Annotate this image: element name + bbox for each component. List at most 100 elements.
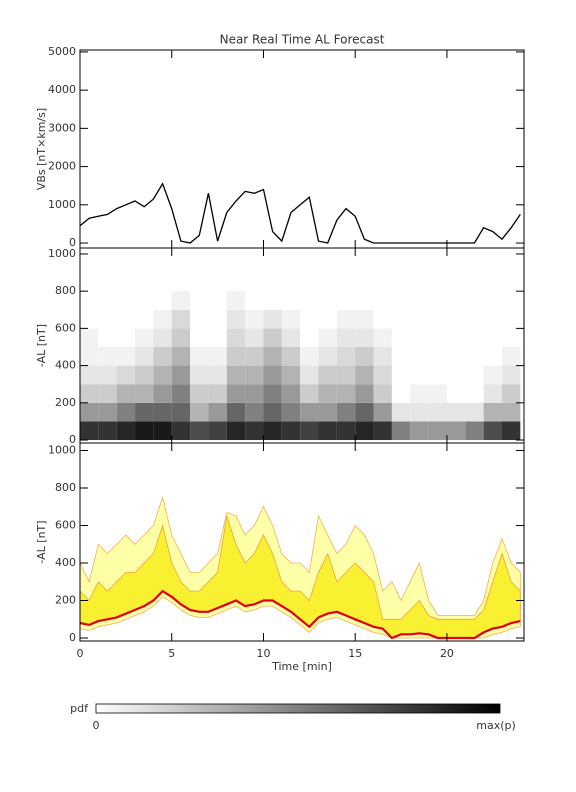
pdf-cell <box>80 291 99 310</box>
pdf-cell <box>318 346 337 366</box>
y-tick-label: 4000 <box>48 83 76 96</box>
pdf-cell <box>428 421 447 441</box>
pdf-cell <box>483 328 502 347</box>
pdf-cell <box>410 421 429 441</box>
y-tick-label: 5000 <box>48 45 76 58</box>
pdf-cell <box>263 402 282 422</box>
pdf-cell <box>318 384 337 403</box>
pdf-cell <box>300 328 319 347</box>
pdf-cell <box>245 328 264 347</box>
colorbar <box>95 703 501 714</box>
pdf-cell <box>501 328 521 347</box>
pdf-cell <box>300 421 319 441</box>
pdf-cell <box>318 421 337 441</box>
pdf-cell <box>373 402 392 422</box>
pdf-cell <box>153 328 172 347</box>
x-tick-label: 15 <box>348 647 362 660</box>
pdf-cell <box>318 309 337 329</box>
pdf-cell <box>190 291 209 310</box>
pdf-cell <box>98 291 117 310</box>
pdf-cell <box>190 346 209 366</box>
pdf-cell <box>428 291 447 310</box>
pdf-cell <box>410 309 429 329</box>
pdf-cell <box>171 309 191 329</box>
pdf-cell <box>98 402 117 422</box>
pdf-cell <box>300 291 319 310</box>
pdf-cell <box>336 328 356 347</box>
pdf-cell <box>80 402 99 422</box>
pdf-cell <box>501 365 521 385</box>
pdf-cell <box>300 365 319 385</box>
pdf-cell <box>135 365 154 385</box>
pdf-cell <box>281 365 301 385</box>
pdf-cell <box>373 384 392 403</box>
pdf-cell <box>465 384 484 403</box>
pdf-cell <box>153 402 172 422</box>
pdf-cell <box>355 346 374 366</box>
pdf-cell <box>336 384 356 403</box>
pdf-cell <box>318 402 337 422</box>
pdf-cell <box>501 309 521 329</box>
pdf-cell <box>465 421 484 441</box>
pdf-cell <box>226 328 246 347</box>
pdf-cell <box>446 291 466 310</box>
pdf-cell <box>208 309 227 329</box>
pdf-cell <box>190 328 209 347</box>
pdf-cell <box>208 328 227 347</box>
pdf-cell <box>373 328 392 347</box>
pdf-cell <box>373 291 392 310</box>
pdf-cell <box>428 309 447 329</box>
pdf-cell <box>226 421 246 441</box>
pdf-cell <box>98 346 117 366</box>
pdf-cell <box>226 384 246 403</box>
pdf-cell <box>501 291 521 310</box>
pdf-cell <box>135 421 154 441</box>
pdf-cell <box>336 365 356 385</box>
pdf-cell <box>391 384 411 403</box>
y-tick-label: 200 <box>55 594 76 607</box>
pdf-cell <box>446 402 466 422</box>
pdf-cell <box>190 309 209 329</box>
pdf-cell <box>80 421 99 441</box>
pdf-cell <box>373 346 392 366</box>
pdf-cell <box>465 346 484 366</box>
pdf-cell <box>263 328 282 347</box>
pdf-cell <box>245 291 264 310</box>
pdf-cell <box>483 402 502 422</box>
pdf-cell <box>465 309 484 329</box>
pdf-cell <box>80 365 99 385</box>
x-tick-label: 10 <box>256 647 270 660</box>
pdf-cell <box>190 365 209 385</box>
pdf-cell <box>98 421 117 441</box>
pdf-cell <box>208 421 227 441</box>
pdf-cell <box>190 384 209 403</box>
pdf-cell <box>336 421 356 441</box>
pdf-cell <box>355 384 374 403</box>
pdf-cell <box>226 309 246 329</box>
y-tick-label: 800 <box>55 284 76 297</box>
pdf-cell <box>465 402 484 422</box>
pdf-cell <box>171 291 191 310</box>
pdf-cell <box>410 384 429 403</box>
pdf-cell <box>300 402 319 422</box>
y-tick-label: 0 <box>69 236 76 249</box>
pdf-cell <box>226 402 246 422</box>
y-axis-label: VBs [nT×km/s] <box>35 108 48 190</box>
x-tick-label: 20 <box>440 647 454 660</box>
y-tick-label: 0 <box>69 631 76 644</box>
pdf-cell <box>135 309 154 329</box>
colorbar-min: 0 <box>93 719 100 732</box>
pdf-cell <box>391 309 411 329</box>
pdf-cell <box>336 309 356 329</box>
y-tick-label: 400 <box>55 359 76 372</box>
pdf-cell <box>446 309 466 329</box>
pdf-cell <box>281 384 301 403</box>
pdf-cell <box>483 291 502 310</box>
pdf-cell <box>300 346 319 366</box>
pdf-cell <box>410 328 429 347</box>
pdf-cell <box>483 346 502 366</box>
y-tick-label: 400 <box>55 556 76 569</box>
pdf-cell <box>153 365 172 385</box>
pdf-cell <box>465 365 484 385</box>
pdf-cell <box>355 309 374 329</box>
